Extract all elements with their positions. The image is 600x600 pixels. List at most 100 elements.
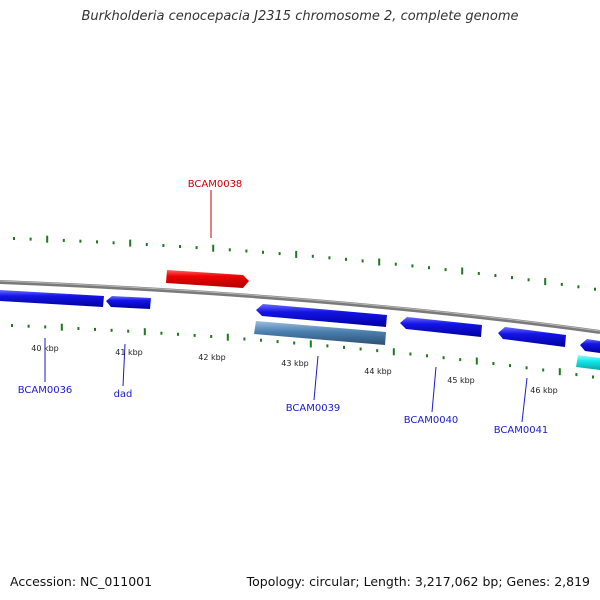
minor-tick xyxy=(77,327,80,330)
minor-tick xyxy=(195,246,198,250)
gene-arrow-BCAM0041[interactable] xyxy=(498,327,566,347)
gene-arrow-BCAM0040[interactable] xyxy=(400,317,482,337)
major-tick xyxy=(60,323,63,331)
minor-tick xyxy=(210,335,213,338)
minor-tick xyxy=(409,352,412,356)
backbone-line xyxy=(0,280,600,334)
leader-dad xyxy=(122,343,126,387)
minor-tick xyxy=(110,328,113,332)
minor-tick xyxy=(577,285,580,289)
minor-tick xyxy=(376,349,379,353)
minor-tick xyxy=(525,366,528,370)
genome-summary-text: Topology: circular; Length: 3,217,062 bp… xyxy=(246,574,590,589)
major-tick xyxy=(475,357,478,365)
minor-tick xyxy=(278,252,281,256)
gene-arrow-dad[interactable] xyxy=(106,296,151,309)
map-title: Burkholderia cenocepacia J2315 chromosom… xyxy=(81,9,519,24)
gene-label-BCAM0038[interactable]: BCAM0038 xyxy=(188,179,243,190)
major-tick xyxy=(461,267,464,275)
scale-label-42kbp: 42 kbp xyxy=(198,353,226,362)
minor-tick xyxy=(44,325,47,329)
major-tick xyxy=(392,348,395,356)
minor-tick xyxy=(193,333,196,337)
minor-tick xyxy=(27,324,30,328)
gene-label-BCAM0040[interactable]: BCAM0040 xyxy=(404,415,459,426)
minor-tick xyxy=(459,358,462,362)
minor-tick xyxy=(177,332,179,336)
major-tick xyxy=(544,278,547,286)
scale-label-46kbp: 46 kbp xyxy=(530,386,558,395)
leader-BCAM0039 xyxy=(313,355,319,401)
minor-tick xyxy=(62,238,65,242)
major-tick xyxy=(46,235,49,243)
gene-label-BCAM0036[interactable]: BCAM0036 xyxy=(18,385,73,396)
minor-tick xyxy=(13,237,15,240)
gene-arrow-partial[interactable] xyxy=(580,339,600,353)
minor-tick xyxy=(11,324,13,327)
minor-tick xyxy=(442,356,445,360)
minor-tick xyxy=(179,245,181,248)
leader-BCAM0040 xyxy=(431,366,437,413)
minor-tick xyxy=(494,274,497,277)
minor-tick xyxy=(527,278,530,282)
major-tick xyxy=(143,328,146,336)
minor-tick xyxy=(361,259,364,263)
minor-tick xyxy=(243,337,246,341)
minor-tick xyxy=(79,239,82,243)
minor-tick xyxy=(328,256,331,260)
major-tick xyxy=(212,244,215,252)
minor-tick xyxy=(594,287,596,291)
minor-tick xyxy=(162,244,165,247)
gene-arrow-BCAM0036[interactable] xyxy=(0,290,104,307)
minor-tick xyxy=(477,272,480,275)
backbone-highlight xyxy=(0,280,600,332)
minor-tick xyxy=(245,249,248,253)
minor-tick xyxy=(560,282,563,286)
minor-tick xyxy=(426,354,428,358)
minor-tick xyxy=(29,237,32,241)
minor-tick xyxy=(542,368,545,372)
minor-tick xyxy=(260,338,262,342)
minor-tick xyxy=(359,347,362,351)
minor-tick xyxy=(592,375,594,379)
gene-label-BCAM0041[interactable]: BCAM0041 xyxy=(494,425,549,436)
minor-tick xyxy=(96,240,98,244)
scale-label-43kbp: 43 kbp xyxy=(281,359,309,368)
tick-row-bottom xyxy=(11,323,594,379)
scale-label-41kbp: 41 kbp xyxy=(115,348,143,357)
minor-tick xyxy=(509,364,511,368)
gene-arrow-cyan[interactable] xyxy=(576,355,600,370)
minor-tick xyxy=(145,243,148,246)
minor-tick xyxy=(311,254,314,258)
major-tick xyxy=(558,368,561,376)
minor-tick xyxy=(228,248,231,252)
minor-tick xyxy=(276,340,279,344)
major-tick xyxy=(309,340,312,348)
major-tick xyxy=(226,333,229,341)
minor-tick xyxy=(492,362,495,365)
minor-tick xyxy=(575,373,578,377)
gene-arrow-BCAM0039-steel[interactable] xyxy=(254,321,386,345)
minor-tick xyxy=(345,257,347,261)
minor-tick xyxy=(326,344,329,348)
minor-tick xyxy=(343,345,345,349)
accession-text: Accession: NC_011001 xyxy=(10,574,153,589)
gene-arrow-BCAM0039[interactable] xyxy=(256,304,387,327)
gene-label-dad[interactable]: dad xyxy=(114,389,133,400)
minor-tick xyxy=(411,264,414,268)
minor-tick xyxy=(428,266,430,270)
minor-tick xyxy=(127,329,130,333)
scale-label-40kbp: 40 kbp xyxy=(31,344,59,353)
leader-BCAM0041 xyxy=(521,377,528,423)
gene-arrow-BCAM0038[interactable] xyxy=(166,270,249,288)
scale-label-45kbp: 45 kbp xyxy=(447,376,475,385)
gene-label-BCAM0039[interactable]: BCAM0039 xyxy=(286,403,341,414)
minor-tick xyxy=(293,341,296,345)
minor-tick xyxy=(444,268,447,272)
tick-row-top xyxy=(13,235,596,291)
major-tick xyxy=(129,239,132,247)
minor-tick xyxy=(112,241,115,245)
major-tick xyxy=(295,250,298,258)
minor-tick xyxy=(160,331,163,335)
